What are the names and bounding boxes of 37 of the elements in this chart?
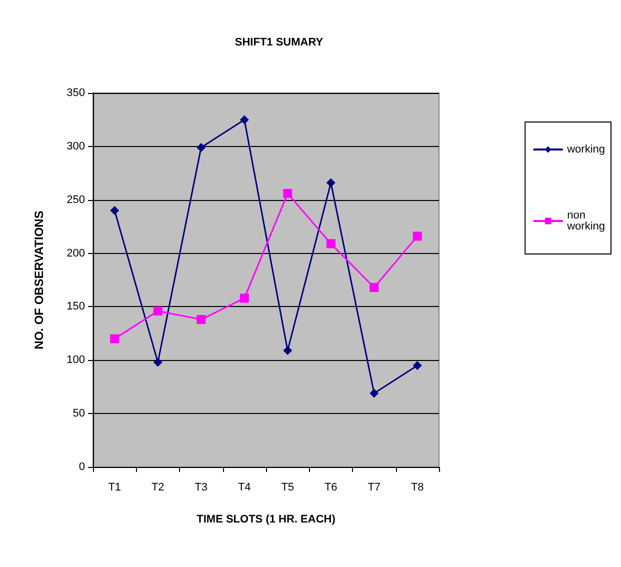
x-tick-label: T2 [151,482,164,494]
y-tick-label: 300 [66,140,85,152]
point [240,294,249,303]
point [110,206,120,216]
point [240,115,249,124]
point [326,239,336,248]
point [196,142,206,152]
y-tick-label: 350 [66,87,85,99]
x-tick-label: T4 [238,482,251,494]
point [283,188,292,198]
point [370,282,379,292]
y-tick-label: 0 [78,461,85,473]
point [412,232,422,241]
x-tick-label: T8 [410,482,424,494]
y-tick-label: 200 [66,247,85,260]
y-axis-title: NO. OF OBSERVATIONS [32,210,46,350]
x-tick-label: T3 [194,482,208,494]
chart-title: SHIFT1 SUMARY [234,36,324,48]
point [412,360,422,370]
point [326,178,336,188]
y-tick-label: 100 [66,354,85,366]
x-tick-label: T5 [281,482,294,494]
x-tick-label: T7 [368,482,381,494]
point [370,388,379,398]
x-axis-title: TIME SLOTS (1 HR. EACH) [196,514,336,526]
y-tick-label: 150 [66,300,85,313]
x-tick-label: T1 [108,482,122,494]
point [153,358,162,367]
point [283,346,292,356]
x-tick-label: T6 [324,482,338,494]
legend-label: non working [566,210,605,232]
legend-label: working [566,144,605,156]
point [153,306,162,316]
y-tick-label: 250 [66,194,85,206]
point [110,334,120,344]
y-tick-label: 50 [72,408,85,420]
point [196,315,206,324]
